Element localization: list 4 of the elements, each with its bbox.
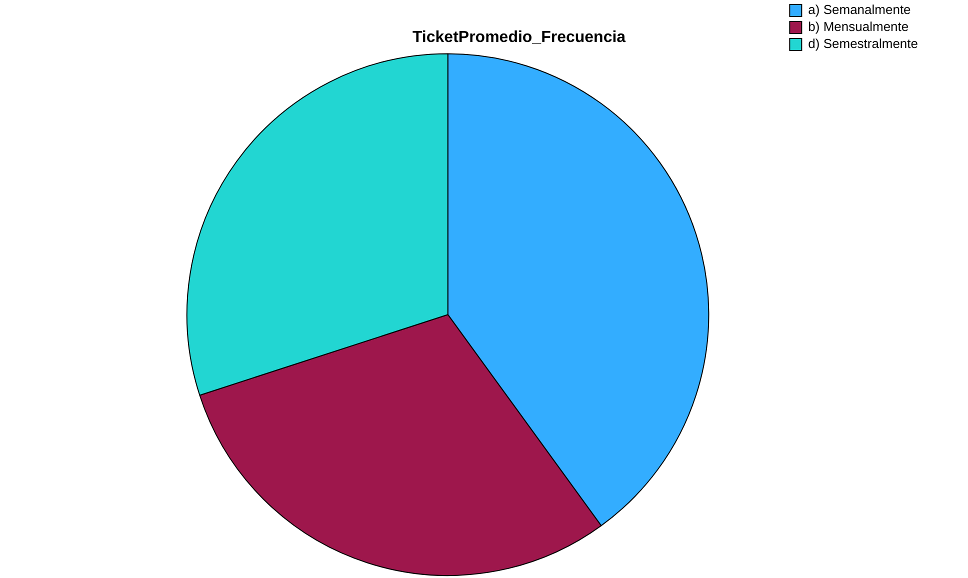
text: TicketPromedio_Frecuencia: [412, 29, 626, 46]
legend-label: b) Mensualmente: [808, 19, 909, 34]
legend-label: d) Semestralmente: [808, 36, 918, 52]
legend-label: a) Semanalmente: [808, 2, 911, 18]
